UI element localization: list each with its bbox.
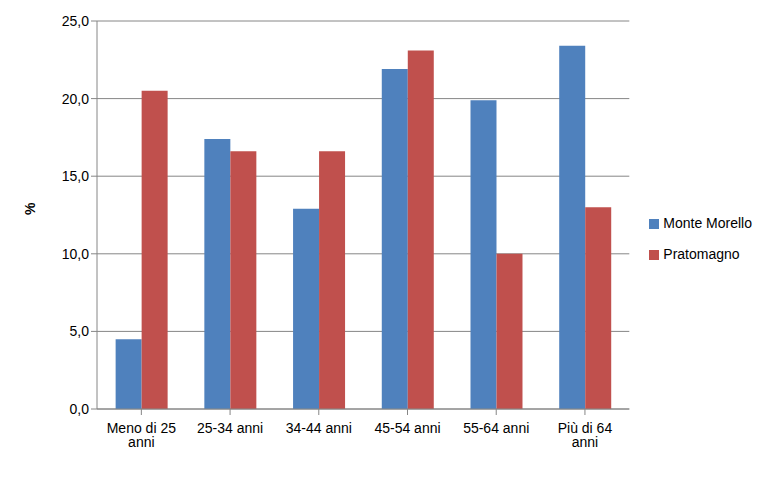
svg-text:25,0: 25,0 (62, 13, 89, 29)
svg-text:45-54 anni: 45-54 anni (374, 420, 440, 436)
svg-text:15,0: 15,0 (62, 168, 89, 184)
html-text:Pratomagno: Pratomagno (663, 245, 740, 262)
svg-text:55-64 anni: 55-64 anni (463, 420, 529, 436)
svg-text:5,0: 5,0 (70, 323, 90, 339)
svg-text:20,0: 20,0 (62, 91, 89, 107)
html-text:Monte Morello: Monte Morello (663, 214, 752, 231)
svg-text:Meno di 25anni: Meno di 25anni (107, 420, 176, 450)
svg-text:25-34 anni: 25-34 anni (197, 420, 263, 436)
svg-text:%: % (22, 202, 38, 215)
svg-text:Più di 64anni: Più di 64anni (558, 420, 613, 450)
svg-text:0,0: 0,0 (70, 401, 90, 417)
svg-text:10,0: 10,0 (62, 246, 89, 262)
svg-text:34-44 anni: 34-44 anni (286, 420, 352, 436)
